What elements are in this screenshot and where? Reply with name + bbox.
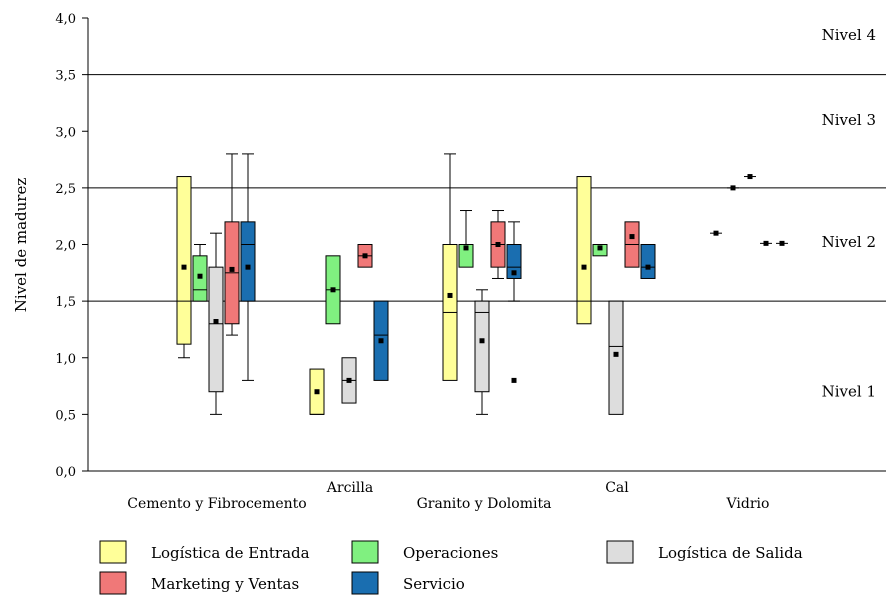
category-label: Granito y Dolomita — [417, 496, 552, 512]
y-axis-label: Nivel de madurez — [12, 178, 30, 313]
series-1 — [192, 185, 739, 325]
legend-label: Operaciones — [403, 544, 498, 562]
y-tick-label: 2,0 — [55, 239, 76, 254]
y-tick-label: 0,5 — [55, 408, 76, 423]
legend-swatch — [99, 571, 127, 595]
series-2 — [208, 174, 756, 415]
level-labels: Nivel 4 Nivel 3 Nivel 2 Nivel 1 — [822, 26, 876, 401]
mean-marker — [629, 234, 635, 240]
mean-marker — [613, 351, 619, 357]
mean-marker — [713, 230, 719, 236]
level-label: Nivel 1 — [822, 383, 876, 401]
legend-label: Logística de Entrada — [151, 544, 310, 562]
mean-marker — [447, 292, 453, 298]
mean-marker — [245, 264, 251, 270]
mean-marker — [495, 242, 501, 247]
box — [608, 300, 624, 415]
category-label: Arcilla — [326, 480, 373, 496]
y-tick-label: 3,0 — [55, 125, 76, 140]
level-label: Nivel 2 — [822, 233, 876, 251]
mean-marker — [314, 389, 320, 395]
box — [640, 244, 656, 279]
mean-marker — [181, 264, 187, 270]
reference-lines — [88, 74, 886, 302]
mean-marker — [330, 287, 336, 293]
y-tick-label: 0,0 — [55, 465, 76, 480]
legend: Logística de Entrada Operaciones Logística… — [99, 540, 803, 595]
box — [576, 176, 592, 325]
legend-swatch — [351, 540, 379, 564]
legend-swatch — [606, 540, 634, 564]
series-3 — [224, 153, 772, 336]
mean-marker — [229, 266, 235, 272]
level-label: Nivel 3 — [822, 111, 876, 129]
mean-marker — [779, 240, 785, 246]
outlier-marker — [511, 377, 517, 383]
mean-marker — [213, 319, 219, 325]
mean-marker — [730, 185, 736, 191]
mean-marker — [511, 270, 517, 276]
mean-marker — [362, 253, 368, 259]
y-tick-label: 4,0 — [55, 12, 76, 27]
series-0 — [176, 153, 722, 415]
y-tick-label: 2,5 — [55, 182, 76, 197]
mean-marker — [378, 338, 384, 344]
level-label: Nivel 4 — [822, 26, 876, 44]
mean-marker — [597, 245, 603, 251]
mean-marker — [463, 245, 469, 251]
box — [176, 176, 192, 345]
category-label: Cal — [605, 480, 629, 496]
category-label: Cemento y Fibrocemento — [127, 496, 306, 512]
mean-marker — [346, 377, 352, 383]
box-series — [176, 153, 788, 415]
mean-marker — [581, 264, 587, 270]
legend-swatch — [99, 540, 127, 564]
mean-marker — [645, 264, 651, 270]
y-ticks: 0,0 0,5 1,0 1,5 2,0 2,5 3,0 3,5 4,0 — [55, 12, 88, 480]
box — [506, 244, 522, 279]
category-label: Vidrio — [726, 496, 770, 512]
mean-marker — [763, 240, 769, 246]
box — [240, 221, 256, 302]
legend-label: Servicio — [403, 575, 465, 593]
legend-label: Logística de Salida — [658, 544, 803, 562]
legend-label: Marketing y Ventas — [151, 575, 299, 593]
mean-marker — [197, 273, 203, 279]
box — [474, 300, 490, 393]
y-tick-label: 3,5 — [55, 69, 76, 84]
category-labels: Cemento y Fibrocemento Arcilla Granito y D… — [127, 480, 769, 512]
y-tick-label: 1,5 — [55, 295, 76, 310]
box — [208, 266, 224, 393]
y-tick-label: 1,0 — [55, 352, 76, 367]
legend-swatch — [351, 571, 379, 595]
mean-marker — [479, 338, 485, 344]
mean-marker — [747, 174, 753, 180]
series-4 — [240, 153, 788, 383]
